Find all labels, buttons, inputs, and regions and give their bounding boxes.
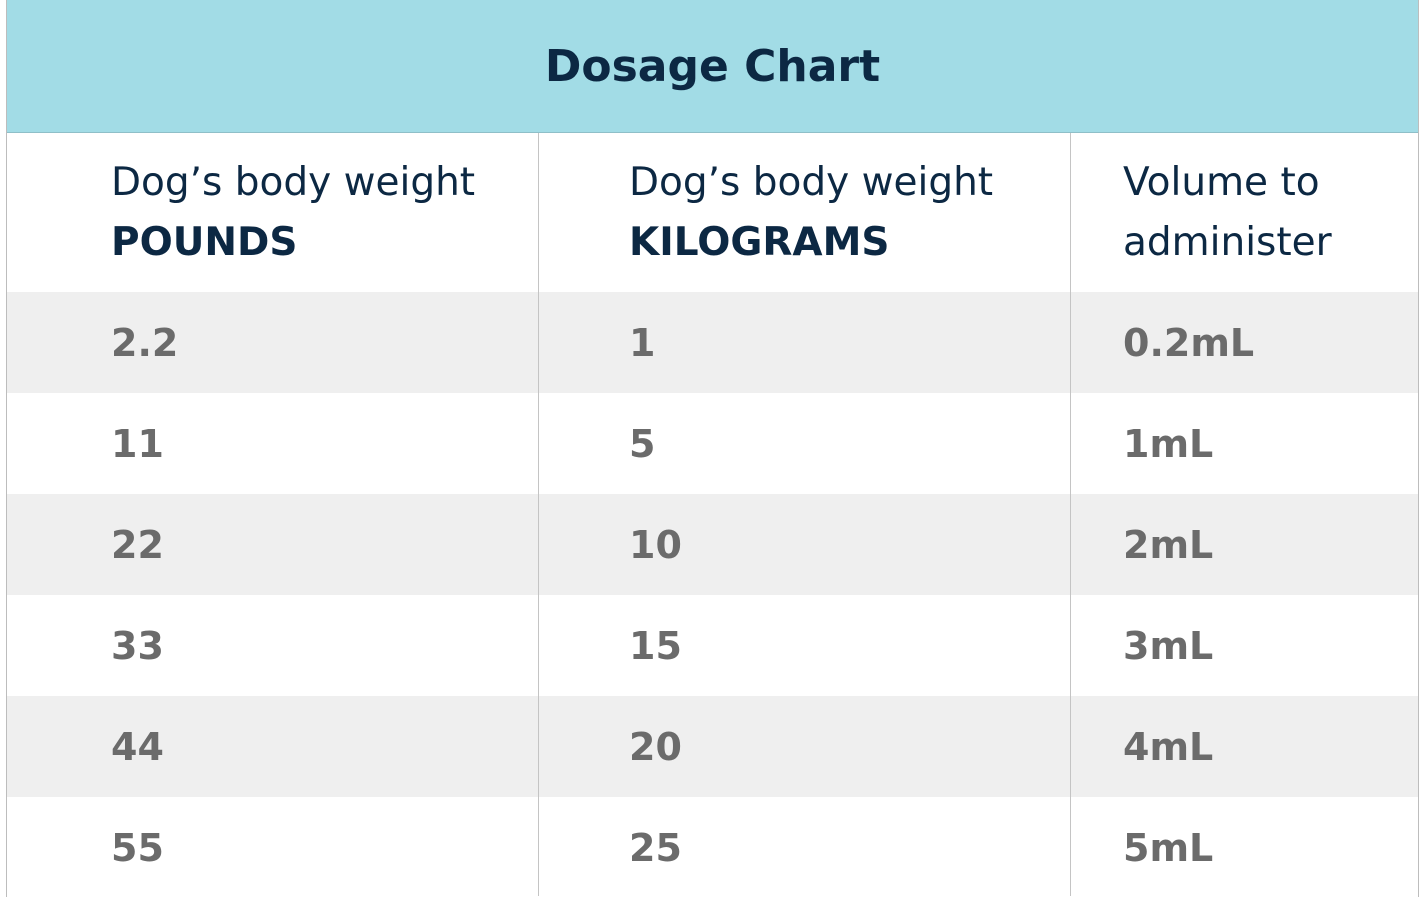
table-cell: 5 (629, 421, 656, 466)
column-divider (538, 133, 539, 896)
table-cell: 33 (111, 623, 164, 668)
table-cell: 55 (111, 825, 164, 870)
table-cell: 25 (629, 825, 682, 870)
table-row: 11 5 1mL (7, 393, 1418, 494)
header-text: Volume to (1123, 159, 1320, 205)
table-cell: 22 (111, 522, 164, 567)
table-row: 2.2 1 0.2mL (7, 292, 1418, 393)
table-cell: 15 (629, 623, 682, 668)
table-cell: 3mL (1123, 623, 1214, 668)
table-title: Dosage Chart (7, 0, 1418, 133)
table-cell: 0.2mL (1123, 320, 1255, 365)
column-divider (1070, 133, 1071, 896)
header-cell: Dog’s body weight KILOGRAMS (539, 133, 1071, 292)
table-cell: 5mL (1123, 825, 1214, 870)
header-text: Dog’s body weight (111, 159, 476, 205)
header-text: Dog’s body weight (629, 159, 994, 205)
header-cell: Dog’s body weight POUNDS (7, 133, 539, 292)
header-text: administer (1123, 219, 1332, 265)
table-cell: 1 (629, 320, 656, 365)
table-row: 55 25 5mL (7, 797, 1418, 898)
table-row: 33 15 3mL (7, 595, 1418, 696)
table-row: 22 10 2mL (7, 494, 1418, 595)
table-cell: 1mL (1123, 421, 1214, 466)
dosage-table: Dosage Chart Dog’s body weight POUNDS Do… (6, 0, 1420, 898)
table-row: 44 20 4mL (7, 696, 1418, 797)
table-cell: 2mL (1123, 522, 1214, 567)
header-cell: Volume to administer (1071, 133, 1420, 292)
table-cell: 11 (111, 421, 164, 466)
header-unit: KILOGRAMS (629, 219, 890, 265)
table-cell: 2.2 (111, 320, 179, 365)
header-unit: POUNDS (111, 219, 298, 265)
table-cell: 44 (111, 724, 164, 769)
table-cell: 20 (629, 724, 682, 769)
table-cell: 4mL (1123, 724, 1214, 769)
table-cell: 10 (629, 522, 682, 567)
